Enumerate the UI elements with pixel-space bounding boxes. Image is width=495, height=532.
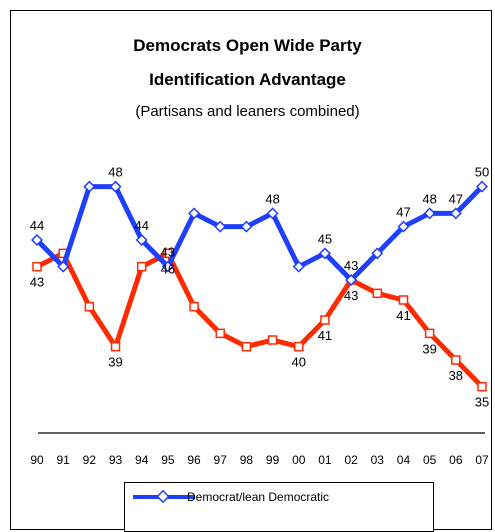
data-label-s1-93: 39 [108,355,122,370]
data-label-s1-04: 41 [396,308,410,323]
data-point-s1-97 [215,328,225,339]
chart-frame [10,10,492,530]
data-point-s1-05 [424,328,435,339]
data-label-s0-93: 48 [108,165,122,180]
data-point-s0-96 [188,207,201,220]
x-tick-label-99: 99 [266,453,280,467]
data-point-s0-99 [266,207,279,220]
data-point-s1-03 [372,288,383,299]
data-point-s0-97 [214,220,227,233]
data-label-s0-07: 50 [475,165,489,180]
x-tick-label-07: 07 [475,453,489,467]
data-point-s1-04 [398,295,409,305]
series-layer [30,180,489,392]
data-label-s0-01: 45 [318,231,332,246]
data-point-s1-98 [241,341,252,352]
data-label-s0-02: 43 [344,258,358,273]
data-label-s0-04: 47 [396,205,410,220]
data-point-s1-92 [84,301,95,312]
data-point-s1-99 [267,335,278,345]
series-line-0 [35,184,484,283]
x-tick-label-02: 02 [344,453,358,467]
data-labels-layer: 43 39 46 40 41 43 41 39 38 35 44 48 44 43 48 45 43 47 48 47… [30,165,489,410]
x-tick-label-92: 92 [83,453,97,467]
data-label-s0-06: 47 [449,191,463,206]
data-label-s0-05: 48 [422,191,436,206]
x-tick-label-93: 93 [109,453,123,467]
data-point-s0-00 [292,260,305,273]
x-tick-label-01: 01 [318,453,332,467]
series-line-1 [35,250,484,389]
chart-legend: Democrat/lean Democratic [124,482,434,532]
data-label-s0-94: 44 [134,218,148,233]
data-point-s1-00 [294,341,304,352]
x-tick-label-03: 03 [371,453,385,467]
data-label-s1-07: 35 [475,395,489,410]
x-tick-label-90: 90 [30,453,44,467]
data-label-s0-95: 43 [161,245,175,260]
data-point-s1-93 [110,341,121,352]
data-point-s0-02 [345,273,358,287]
x-tick-label-06: 06 [449,453,463,467]
data-label-s0-90: 44 [30,218,44,233]
data-point-s0-06 [449,207,462,220]
chart-subtitle: (Partisans and leaners combined) [135,103,360,120]
data-point-s0-91 [57,260,70,273]
legend-label-democrat: Democrat/lean Democratic [187,490,330,504]
data-point-s0-01 [318,247,331,260]
data-point-s1-06 [451,355,461,365]
data-point-s0-90 [30,233,44,247]
data-point-s0-07 [475,180,489,193]
data-point-s0-93 [109,180,122,193]
data-point-s0-94 [135,233,148,247]
data-point-s1-90 [32,261,42,272]
data-label-s0-99: 48 [265,191,279,206]
x-tick-label-00: 00 [292,453,306,467]
data-point-s0-05 [423,207,436,220]
data-point-s0-92 [83,180,96,193]
x-tick-label-95: 95 [161,453,175,467]
chart-title-line-1: Democrats Open Wide Party [133,36,362,55]
data-point-s0-03 [371,247,384,260]
data-label-s1-05: 39 [422,341,436,356]
data-label-s1-90: 43 [30,275,44,290]
data-point-s1-94 [136,261,147,272]
legend-swatch-democrat [133,489,195,504]
data-point-s0-04 [397,220,410,233]
data-point-s1-07 [477,381,487,392]
data-label-s1-95: 46 [161,261,175,276]
data-label-s1-01: 41 [318,328,332,343]
data-label-s1-06: 38 [449,368,463,383]
data-point-s0-98 [240,220,253,233]
x-tick-label-94: 94 [135,453,149,467]
data-label-s1-02: 43 [344,288,358,303]
data-point-s1-96 [189,301,199,312]
data-point-s1-01 [320,315,330,325]
data-label-s1-00: 40 [292,355,306,370]
x-tick-label-05: 05 [423,453,437,467]
chart-title-line-2: Identification Advantage [149,70,346,89]
x-tick-label-91: 91 [56,453,70,467]
x-tick-label-04: 04 [397,453,411,467]
x-tick-label-98: 98 [240,453,254,467]
x-tick-label-97: 97 [214,453,228,467]
x-tick-label-96: 96 [187,453,201,467]
data-point-s0-95 [161,260,174,273]
x-axis-tick-labels: 90 91 92 93 94 95 96 97 98 99 00 01 02 03 04 05 06 07 [30,453,489,467]
